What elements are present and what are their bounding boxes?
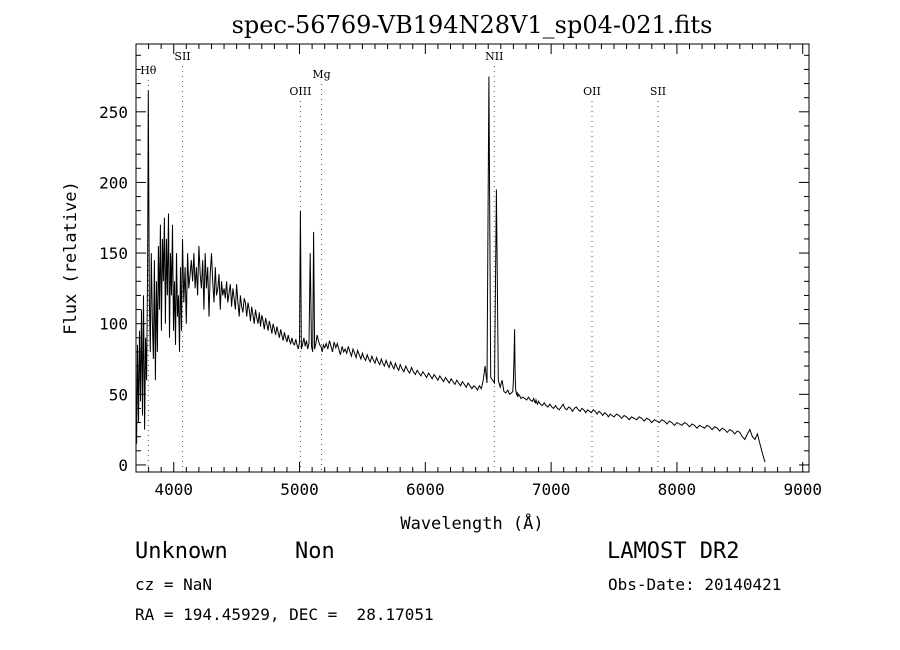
spectrum-series-line	[136, 76, 766, 463]
x-tick-label: 8000	[658, 480, 697, 499]
y-tick-label: 250	[99, 103, 128, 122]
object-subtype: Non	[295, 539, 335, 564]
line-marker-label: SII	[650, 85, 666, 98]
line-marker-label: OII	[583, 85, 601, 98]
x-tick-label: 4000	[154, 480, 193, 499]
observation-date: Obs-Date: 20140421	[608, 575, 782, 594]
x-axis: 4000 5000 6000 7000 8000 9000	[135, 44, 822, 499]
x-tick-label: 9000	[783, 480, 822, 499]
y-tick-label: 150	[99, 244, 128, 263]
ra-dec-coordinates: RA = 194.45929, DEC = 28.17051	[135, 605, 434, 624]
y-tick-label: 200	[99, 173, 128, 192]
chart-title: spec-56769-VB194N28V1_sp04-021.fits	[232, 11, 713, 39]
survey-label: LAMOST DR2	[607, 539, 740, 564]
plot-frame	[135, 43, 810, 473]
line-marker-label: OIII	[289, 85, 311, 98]
line-marker-label: SII	[174, 50, 190, 63]
x-axis-label: Wavelength (Å)	[400, 512, 543, 534]
x-tick-label: 7000	[532, 480, 571, 499]
line-marker-label: NII	[485, 50, 503, 63]
y-tick-label: 50	[109, 385, 128, 404]
x-tick-label: 6000	[406, 480, 445, 499]
y-tick-label: 0	[118, 456, 128, 475]
object-type: Unknown	[135, 539, 228, 564]
line-marker-label: Hθ	[140, 64, 157, 77]
y-axis: 0 50 100 150 200 250	[99, 54, 809, 475]
redshift-cz: cz = NaN	[135, 575, 213, 594]
y-tick-label: 100	[99, 315, 128, 334]
x-tick-label: 5000	[280, 480, 319, 499]
line-marker-label: Mg	[312, 68, 330, 81]
y-axis-label: Flux (relative)	[61, 181, 81, 335]
